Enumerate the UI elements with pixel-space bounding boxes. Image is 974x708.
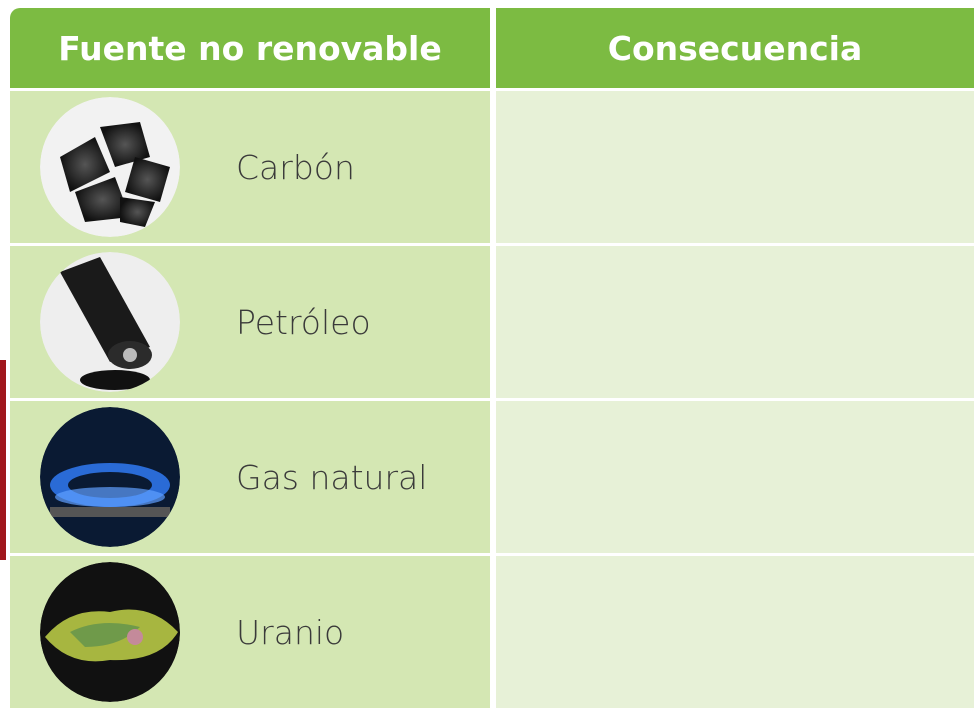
source-cell: Uranio — [10, 556, 490, 708]
source-image — [40, 252, 180, 392]
source-cell: Gas natural — [10, 401, 490, 553]
source-cell: Carbón — [10, 91, 490, 243]
source-label: Carbón — [236, 91, 355, 243]
consequence-cell — [496, 556, 974, 708]
consequence-cell — [496, 246, 974, 398]
page: {"header": {"columns": ["Fuente no renov… — [0, 0, 974, 702]
consequence-cell — [496, 401, 974, 553]
column-header: Consecuencia — [496, 8, 974, 88]
source-image — [40, 562, 180, 702]
source-image — [40, 407, 180, 547]
consequence-cell — [496, 91, 974, 243]
source-label: Uranio — [236, 556, 344, 708]
source-cell: Petróleo — [10, 246, 490, 398]
source-label: Gas natural — [236, 401, 427, 553]
source-label: Petróleo — [236, 246, 371, 398]
column-header: Fuente no renovable — [10, 8, 490, 88]
source-image — [40, 97, 180, 237]
